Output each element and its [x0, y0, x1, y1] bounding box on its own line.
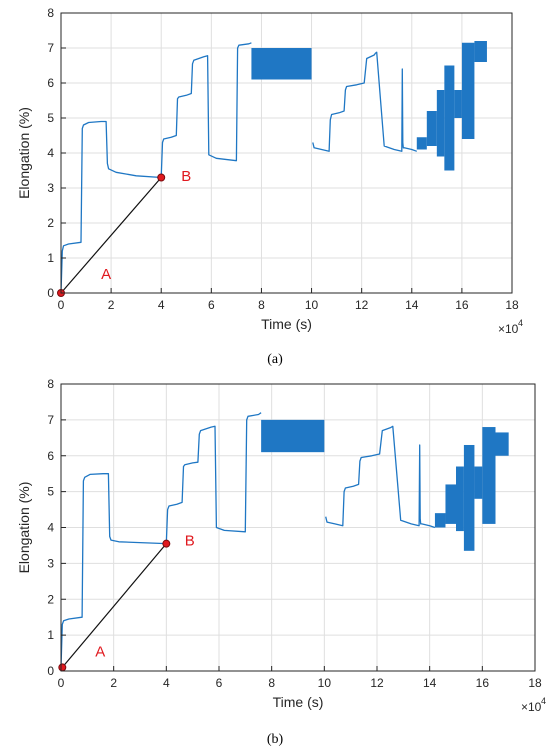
oscillation-bar	[426, 111, 437, 146]
tick-label-x: 10	[305, 298, 319, 312]
series-line	[325, 425, 436, 529]
tick-label-x: 14	[423, 676, 437, 690]
tick-label-x: 18	[505, 298, 519, 312]
oscillation-bar	[434, 513, 446, 528]
tick-label-x: 12	[355, 298, 369, 312]
series-line	[60, 412, 262, 668]
tick-label-y: 5	[47, 111, 54, 125]
oscillation-bar	[416, 137, 427, 150]
tick-label-x: 6	[208, 298, 215, 312]
tick-label-y: 8	[47, 6, 54, 20]
oscillation-bar	[474, 466, 483, 499]
tick-label-y: 1	[47, 628, 54, 642]
tick-label-y: 6	[47, 76, 54, 90]
tick-label-y: 7	[47, 41, 54, 55]
chart-panel-b: A B 0 2 4 6 8 10 12 14 16 18 0 1 2 3 4 5 6 7 8 Time (s) Elonga…	[0, 372, 550, 724]
x-multiplier-label: ×10	[521, 700, 542, 714]
y-axis-label: Elongation (%)	[16, 107, 32, 199]
oscillation-band	[251, 48, 312, 80]
data-point	[157, 173, 166, 182]
tick-label-x: 4	[163, 676, 170, 690]
y-axis-label: Elongation (%)	[16, 482, 32, 574]
tick-label-x: 10	[318, 676, 332, 690]
tick-label-y: 1	[47, 251, 54, 265]
tick-label-y: 3	[47, 556, 54, 570]
annotation-label: A	[101, 266, 111, 283]
x-multiplier-exponent: 4	[518, 318, 523, 328]
tick-label-x: 0	[58, 298, 65, 312]
oscillation-bar	[474, 41, 487, 62]
series-line	[312, 51, 418, 152]
x-multiplier-exponent: 4	[541, 696, 546, 706]
tick-label-x: 14	[405, 298, 419, 312]
oscillation-bar	[495, 432, 509, 456]
tick-label-x: 8	[258, 298, 265, 312]
tick-label-y: 0	[47, 664, 54, 678]
data-point	[58, 663, 67, 672]
oscillation-bar	[436, 90, 445, 157]
annotation-label: B	[181, 168, 191, 185]
tick-label-x: 2	[110, 676, 117, 690]
x-axis-label: Time (s)	[273, 694, 324, 710]
tick-label-x: 12	[370, 676, 384, 690]
tick-label-x: 8	[268, 676, 275, 690]
x-multiplier-label: ×10	[498, 322, 519, 336]
oscillation-bar	[445, 484, 456, 524]
tick-label-y: 3	[47, 181, 54, 195]
oscillation-bar	[461, 42, 475, 139]
tick-label-y: 7	[47, 413, 54, 427]
tick-label-y: 2	[47, 592, 54, 606]
tick-label-y: 6	[47, 449, 54, 463]
tick-label-y: 4	[47, 521, 54, 535]
tick-label-y: 0	[47, 286, 54, 300]
oscillation-bar	[444, 65, 455, 171]
annotation-label: B	[185, 532, 195, 549]
tick-label-y: 5	[47, 485, 54, 499]
tick-label-x: 6	[216, 676, 223, 690]
tick-label-x: 2	[108, 298, 115, 312]
oscillation-band	[261, 419, 325, 453]
oscillation-bar	[456, 466, 464, 532]
oscillation-bar	[454, 90, 462, 118]
annotation-label: A	[95, 644, 105, 661]
series-line	[60, 42, 252, 294]
oscillation-bar	[463, 444, 475, 551]
tick-label-x: 18	[528, 676, 542, 690]
tick-label-y: 4	[47, 146, 54, 160]
oscillation-bar	[482, 427, 496, 524]
tick-label-x: 16	[476, 676, 490, 690]
segment-ab	[61, 543, 167, 668]
segment-ab	[60, 177, 162, 294]
tick-label-y: 2	[47, 216, 54, 230]
tick-label-y: 8	[47, 377, 54, 391]
tick-label-x: 4	[158, 298, 165, 312]
x-axis-label: Time (s)	[261, 316, 312, 332]
data-point	[162, 539, 171, 548]
tick-label-x: 0	[58, 676, 65, 690]
chart-panel-a: A B 0 2 4 6 8 10 12 14 16 18 0 1 2 3 4 5 6 7 8 Time (s) Elonga…	[0, 0, 550, 344]
caption-a: (a)	[267, 352, 283, 367]
caption-b: (b)	[266, 732, 284, 747]
tick-label-x: 16	[455, 298, 469, 312]
